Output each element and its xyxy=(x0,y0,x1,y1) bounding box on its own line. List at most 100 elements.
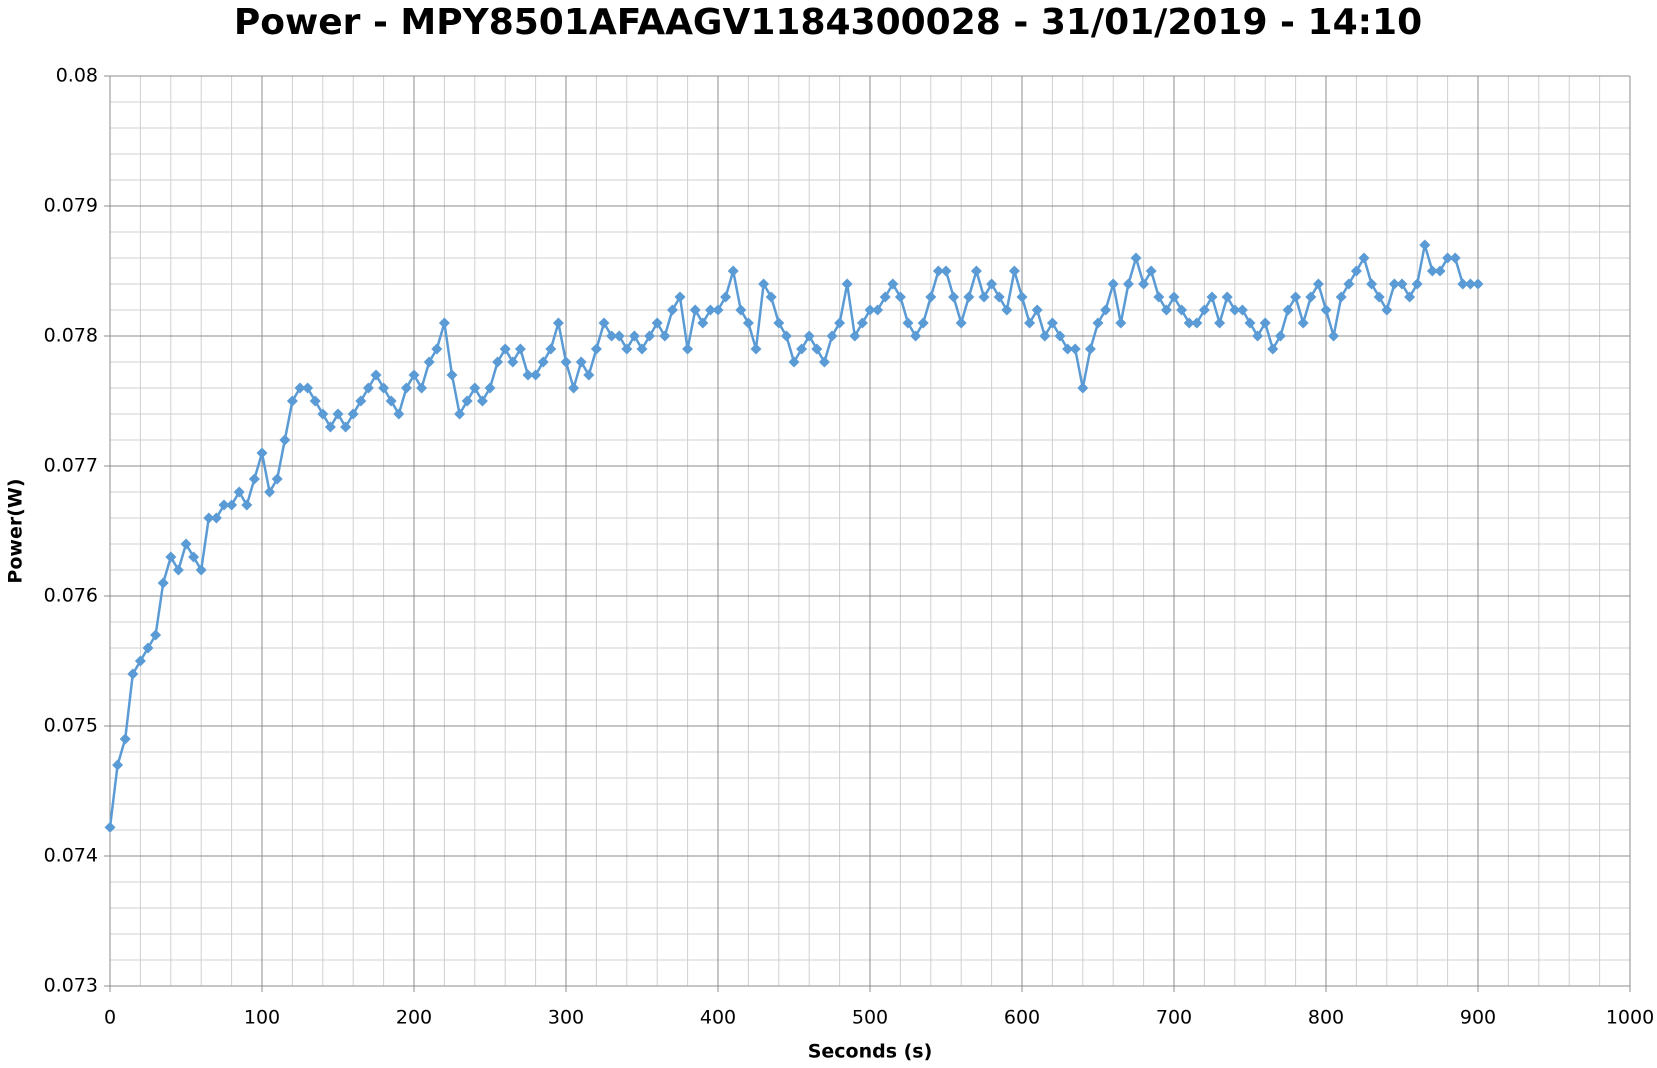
data-point xyxy=(446,369,458,381)
data-point xyxy=(454,408,466,420)
data-point xyxy=(712,304,724,316)
data-point xyxy=(1176,304,1188,316)
data-point xyxy=(1267,343,1279,355)
data-point xyxy=(849,330,861,342)
data-point xyxy=(1290,291,1302,303)
y-tick-label: 0.074 xyxy=(44,845,98,867)
data-point xyxy=(788,356,800,368)
data-point xyxy=(1130,252,1142,264)
data-point xyxy=(1054,330,1066,342)
data-point xyxy=(286,395,298,407)
data-point xyxy=(1358,252,1370,264)
data-point xyxy=(1343,278,1355,290)
data-point xyxy=(1115,317,1127,329)
data-point xyxy=(1206,291,1218,303)
data-point xyxy=(689,304,701,316)
data-point xyxy=(210,512,222,524)
data-point xyxy=(104,821,116,833)
data-point xyxy=(362,382,374,394)
y-tick-label: 0.076 xyxy=(44,585,98,607)
data-point xyxy=(1350,265,1362,277)
data-point xyxy=(1107,278,1119,290)
data-point xyxy=(583,369,595,381)
data-point xyxy=(332,408,344,420)
data-point xyxy=(370,369,382,381)
x-axis-title: Seconds (s) xyxy=(808,1041,933,1063)
data-point xyxy=(856,317,868,329)
data-point xyxy=(644,330,656,342)
data-point xyxy=(507,356,519,368)
data-point xyxy=(1100,304,1112,316)
x-tick-label: 400 xyxy=(700,1007,736,1029)
data-point xyxy=(636,343,648,355)
data-point xyxy=(1122,278,1134,290)
data-point xyxy=(393,408,405,420)
data-point xyxy=(1092,317,1104,329)
data-point xyxy=(651,317,663,329)
data-point xyxy=(1442,252,1454,264)
data-point xyxy=(142,642,154,654)
data-point xyxy=(1305,291,1317,303)
data-point xyxy=(355,395,367,407)
data-point xyxy=(530,369,542,381)
data-point xyxy=(1046,317,1058,329)
data-point xyxy=(264,486,276,498)
data-point xyxy=(408,369,420,381)
data-point xyxy=(1274,330,1286,342)
data-point xyxy=(1084,343,1096,355)
data-point xyxy=(172,564,184,576)
data-point xyxy=(552,317,564,329)
data-point xyxy=(925,291,937,303)
data-point xyxy=(598,317,610,329)
data-point xyxy=(735,304,747,316)
data-point xyxy=(385,395,397,407)
data-point xyxy=(986,278,998,290)
data-point xyxy=(241,499,253,511)
data-point xyxy=(682,343,694,355)
data-point xyxy=(271,473,283,485)
data-point xyxy=(1434,265,1446,277)
x-tick-label: 900 xyxy=(1460,1007,1496,1029)
data-point xyxy=(1328,330,1340,342)
data-point xyxy=(1024,317,1036,329)
data-point xyxy=(1138,278,1150,290)
data-point xyxy=(378,382,390,394)
data-point xyxy=(1031,304,1043,316)
data-point xyxy=(628,330,640,342)
data-point xyxy=(537,356,549,368)
data-point xyxy=(188,551,200,563)
data-point xyxy=(917,317,929,329)
data-point xyxy=(180,538,192,550)
data-point xyxy=(248,473,260,485)
data-point xyxy=(568,382,580,394)
x-tick-label: 0 xyxy=(104,1007,116,1029)
data-point xyxy=(1183,317,1195,329)
data-point xyxy=(1388,278,1400,290)
y-axis-title: Power(W) xyxy=(5,478,27,583)
data-point xyxy=(1312,278,1324,290)
data-point xyxy=(1449,252,1461,264)
data-point xyxy=(1145,265,1157,277)
data-point xyxy=(826,330,838,342)
data-point xyxy=(613,330,625,342)
data-point xyxy=(1001,304,1013,316)
data-point xyxy=(1229,304,1241,316)
data-point xyxy=(1191,317,1203,329)
data-point xyxy=(1259,317,1271,329)
data-point xyxy=(1236,304,1248,316)
data-point xyxy=(902,317,914,329)
data-point xyxy=(1077,382,1089,394)
data-point xyxy=(309,395,321,407)
data-point xyxy=(1252,330,1264,342)
data-point xyxy=(765,291,777,303)
data-point xyxy=(894,291,906,303)
data-point xyxy=(484,382,496,394)
data-point xyxy=(773,317,785,329)
data-point xyxy=(742,317,754,329)
data-point xyxy=(1160,304,1172,316)
data-point xyxy=(1039,330,1051,342)
data-point xyxy=(560,356,572,368)
data-point xyxy=(1404,291,1416,303)
data-point xyxy=(150,629,162,641)
data-point xyxy=(233,486,245,498)
